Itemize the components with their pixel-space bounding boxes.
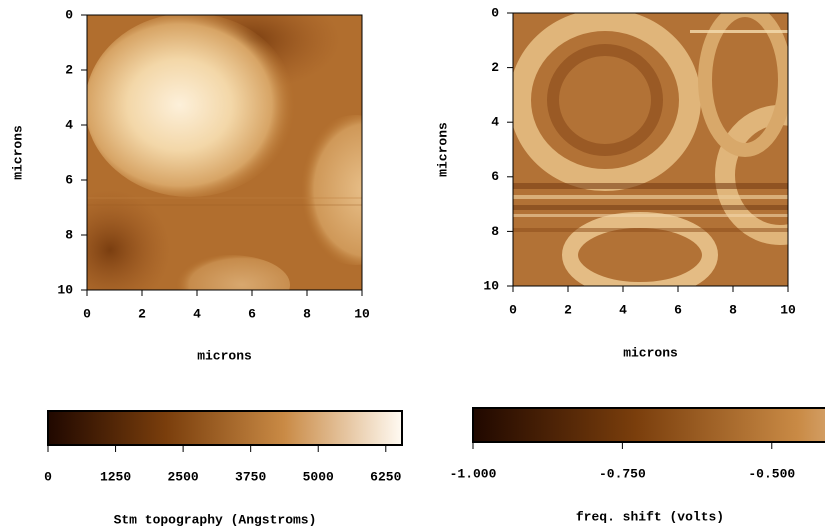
x-tick-label: 4 (619, 302, 627, 317)
x-tick-label: 10 (780, 302, 796, 317)
colorbar-tick-label: 1250 (100, 469, 131, 484)
x-tick-label: 2 (138, 306, 146, 321)
x-tick-label: 8 (729, 302, 737, 317)
y-tick-label: 0 (65, 7, 73, 22)
y-tick-label: 0 (491, 5, 499, 20)
x-tick-label: 2 (564, 302, 572, 317)
y-tick-label: 8 (491, 224, 499, 239)
y-tick-label: 6 (491, 169, 499, 184)
y-tick-label: 8 (65, 227, 73, 242)
colorbar-tick-label: -0.750 (599, 466, 646, 481)
colorbar-tick-label: 3750 (235, 469, 266, 484)
x-tick-label: 6 (248, 306, 256, 321)
y-axis-label: microns (435, 122, 450, 177)
x-tick-label: 0 (509, 302, 517, 317)
x-axis-label: microns (197, 348, 252, 363)
y-tick-label: 4 (491, 115, 499, 130)
y-tick-label: 10 (57, 282, 73, 297)
x-axis-label: microns (623, 345, 678, 360)
colorbar-tick-label: 0 (44, 469, 52, 484)
y-tick-label: 6 (65, 172, 73, 187)
colorbar-tick-label: -1.000 (450, 466, 497, 481)
x-tick-label: 10 (354, 306, 370, 321)
frequency-shift-image (513, 13, 788, 286)
colorbar (472, 407, 825, 443)
y-axis-label: microns (10, 125, 25, 180)
y-tick-label: 2 (491, 60, 499, 75)
plot-frame (512, 12, 789, 287)
plot-frame (86, 14, 363, 291)
x-tick-label: 6 (674, 302, 682, 317)
colorbar-tick-label: 5000 (303, 469, 334, 484)
y-tick-label: 4 (65, 117, 73, 132)
colorbar (47, 410, 403, 446)
colorbar-tick-label: -0.500 (748, 466, 795, 481)
colorbar-label: Stm topography (Angstroms) (114, 512, 317, 527)
x-tick-label: 4 (193, 306, 201, 321)
colorbar-label: freq. shift (volts) (576, 509, 724, 524)
colorbar-tick-label: 2500 (168, 469, 199, 484)
y-tick-label: 10 (483, 278, 499, 293)
x-tick-label: 8 (303, 306, 311, 321)
colorbar-tick-label: 6250 (370, 469, 401, 484)
y-tick-label: 2 (65, 62, 73, 77)
topography-image (87, 15, 362, 290)
x-tick-label: 0 (83, 306, 91, 321)
